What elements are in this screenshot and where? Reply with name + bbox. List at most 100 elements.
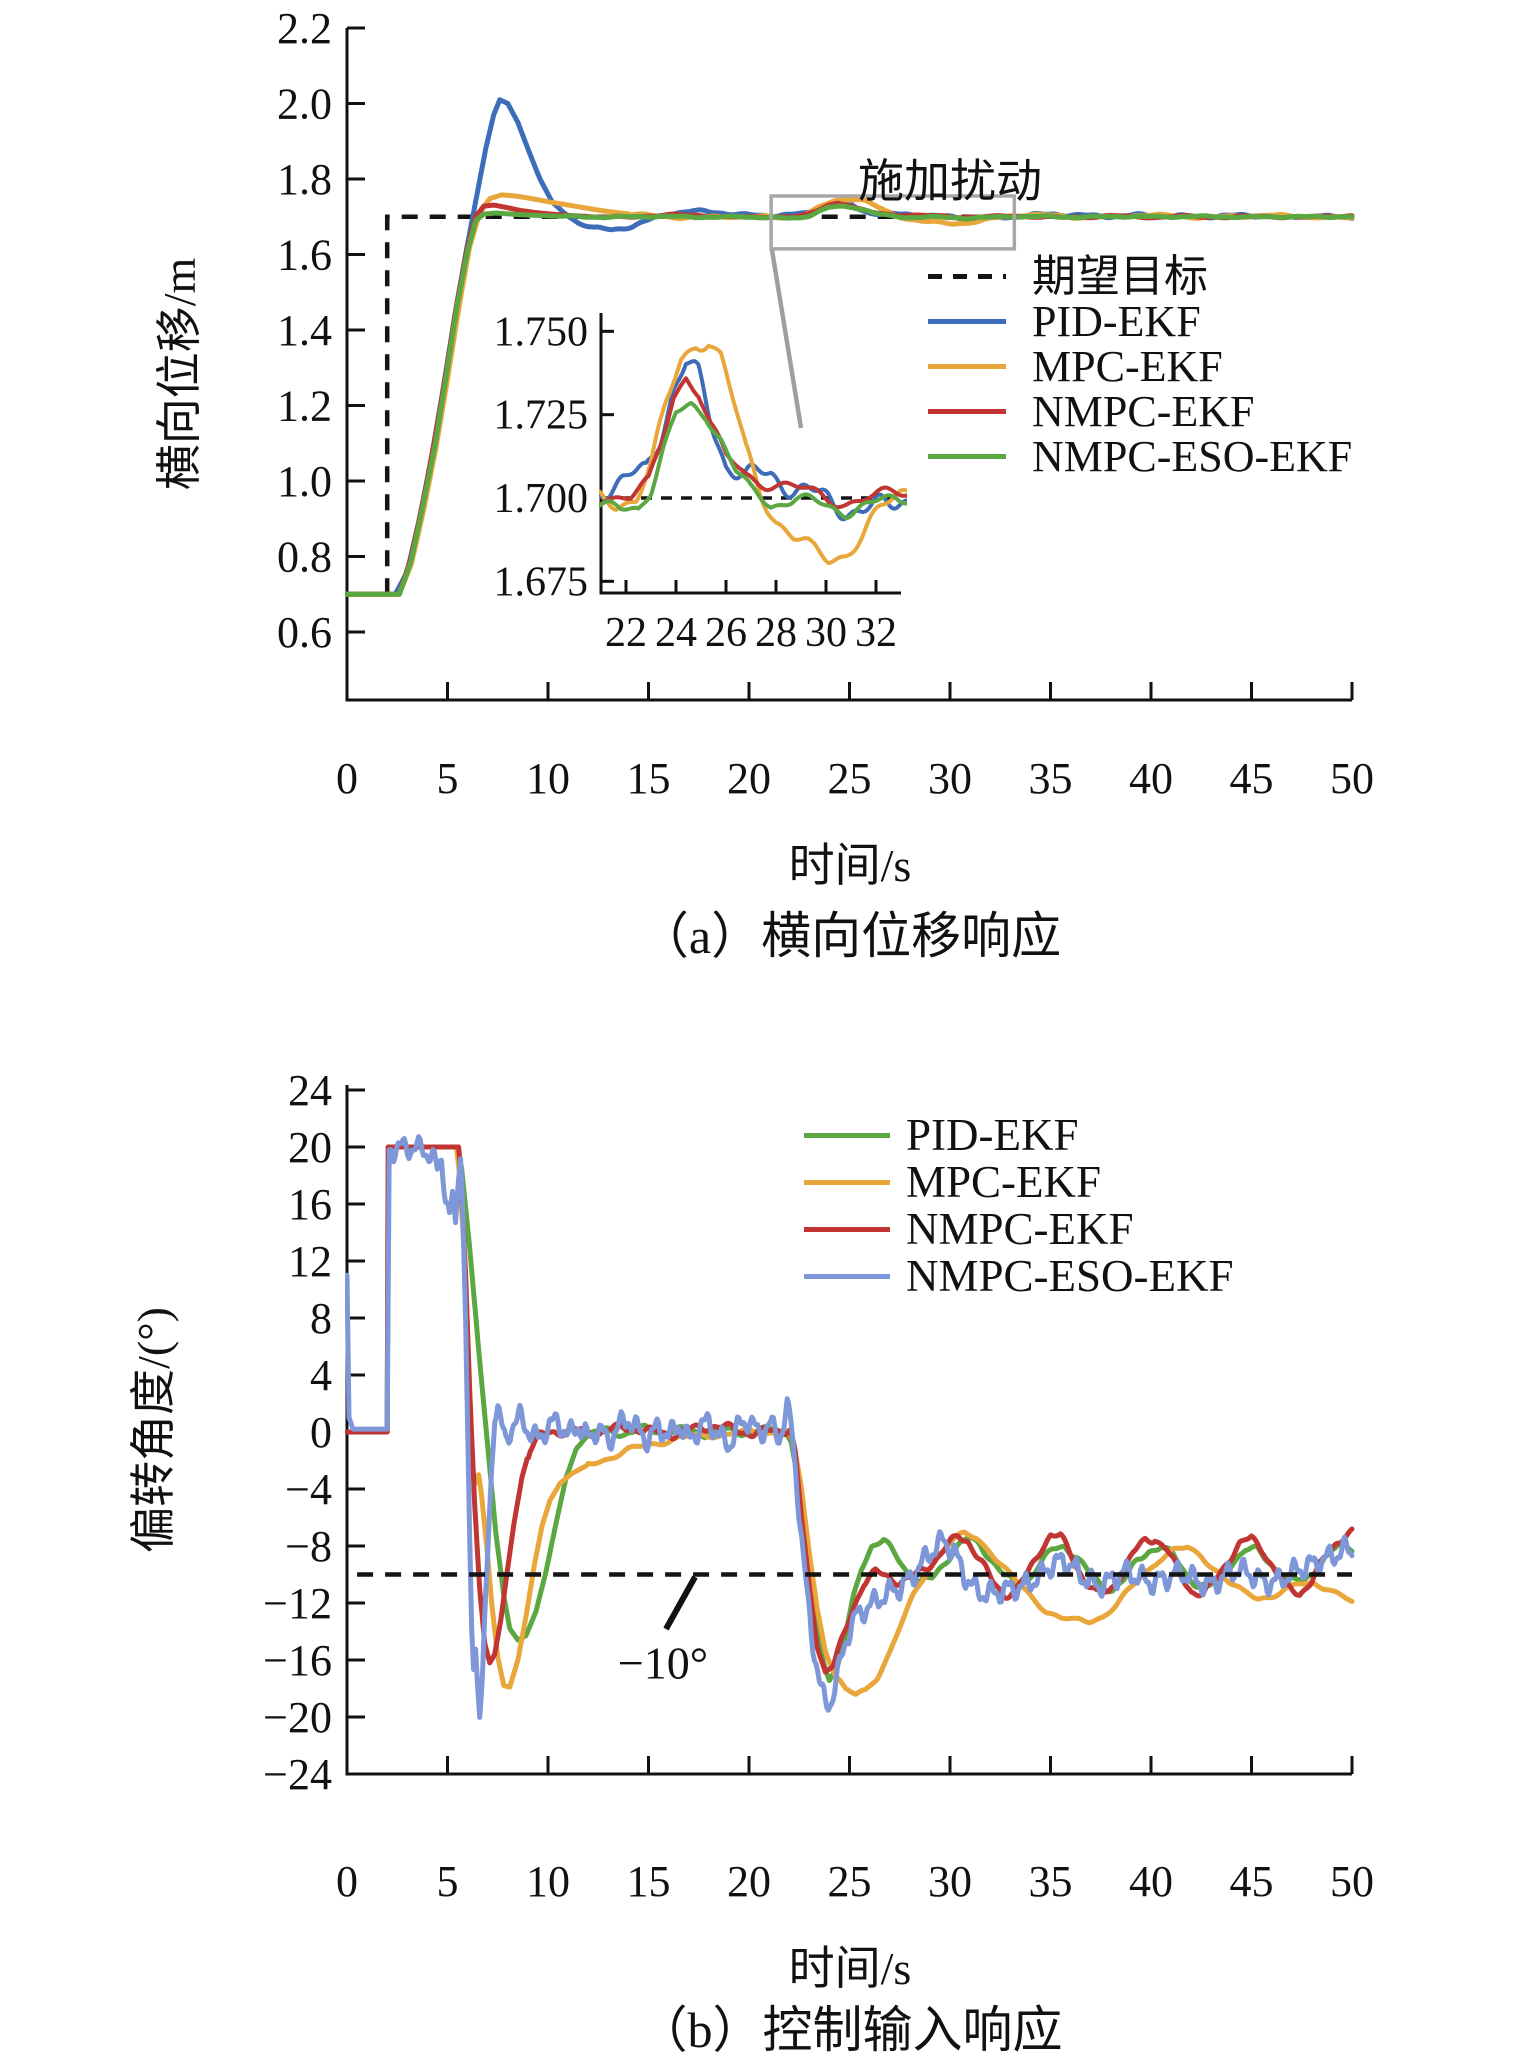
chart-a-y-tick-label: 1.2: [277, 382, 332, 431]
chart-a-x-tick-label: 20: [727, 754, 771, 803]
chart-a-x-tick-label: 50: [1330, 754, 1374, 803]
minus-ten-annotation: −10°: [617, 1637, 709, 1689]
chart-b-y-tick-label: −16: [263, 1636, 332, 1685]
chart-b-x-tick-label: 30: [928, 1857, 972, 1906]
chart-b-x-tick-label: 50: [1330, 1857, 1374, 1906]
chart-b-y-tick-label: −20: [263, 1693, 332, 1742]
chart-a-inset-y-tick-label: 1.725: [494, 393, 589, 439]
chart-a-inset-series-NMPC-EKF: [599, 376, 907, 510]
chart-a-inset-x-tick-label: 32: [855, 610, 897, 656]
chart-a-y-tick-label: 1.4: [277, 306, 332, 355]
chart-a-y-tick-label: 1.0: [277, 457, 332, 506]
legend-item-NMPC-ESO-EKF: NMPC-ESO-EKF: [928, 434, 1352, 479]
legend-line-swatch: [928, 409, 1006, 414]
chart-b-legend: PID-EKF MPC-EKF NMPC-EKF NMPC-ESO-EKF: [804, 1112, 1234, 1300]
chart-b-y-tick-label: 8: [310, 1294, 332, 1343]
legend-label: NMPC-ESO-EKF: [1032, 431, 1353, 481]
chart-b-x-tick-label: 5: [437, 1857, 459, 1906]
chart-b-y-tick-label: 0: [310, 1408, 332, 1457]
legend-line-swatch: [804, 1227, 890, 1232]
legend-label: MPC-EKF: [1032, 341, 1223, 391]
chart-a-x-tick-label: 25: [828, 754, 872, 803]
chart-b-x-tick-label: 15: [627, 1857, 671, 1906]
chart-a-inset-series-NMPC-ESO-EKF: [599, 401, 907, 521]
chart-a-inset-x-tick-label: 26: [705, 610, 747, 656]
legend-line-swatch: [928, 364, 1006, 369]
legend-item-NMPC-EKF: NMPC-EKF: [928, 389, 1352, 434]
chart-b-caption: （b）控制输入响应: [637, 2002, 1063, 2058]
chart-a-inset-y-tick-label: 1.675: [494, 559, 589, 605]
chart-b-y-tick-label: 4: [310, 1351, 332, 1400]
chart-a-x-tick-label: 10: [526, 754, 570, 803]
legend-label: MPC-EKF: [906, 1157, 1102, 1207]
chart-a-y-tick-label: 2.2: [277, 4, 332, 53]
chart-b-x-tick-label: 10: [526, 1857, 570, 1906]
chart-b-y-tick-label: −8: [285, 1522, 332, 1571]
chart-a-caption: （a）横向位移响应: [638, 908, 1062, 964]
chart-a-xlabel: 时间/s: [788, 840, 912, 891]
chart-b-x-tick-label: 25: [828, 1857, 872, 1906]
legend-line-swatch: [928, 454, 1006, 459]
chart-a-x-tick-label: 0: [336, 754, 358, 803]
chart-b-ylabel: 偏转角度/(°): [128, 1307, 179, 1553]
chart-a-x-tick-label: 35: [1029, 754, 1073, 803]
chart-a-ylabel: 横向位移/m: [154, 257, 205, 491]
chart-a-x-tick-label: 15: [627, 754, 671, 803]
chart-a-inset-x-tick-label: 22: [605, 610, 647, 656]
legend-line-swatch: [804, 1180, 890, 1185]
chart-a-series-NMPC-ESO-EKF: [345, 203, 1355, 597]
chart-b-y-tick-label: 12: [288, 1237, 332, 1286]
chart-b-y-tick-label: 24: [288, 1066, 332, 1115]
legend-line-swatch: [928, 319, 1006, 324]
legend-item-: 期望目标: [928, 254, 1352, 299]
chart-a-inset-y-tick-label: 1.750: [494, 309, 589, 355]
chart-a-inset-y-tick-label: 1.700: [494, 476, 589, 522]
chart-a-inset-axes: [599, 313, 901, 595]
legend-label: PID-EKF: [1032, 296, 1201, 346]
chart-a-x-tick-label: 40: [1129, 754, 1173, 803]
chart-b-y-tick-label: 20: [288, 1123, 332, 1172]
chart-b-series-NMPC-ESO-EKF: [345, 1134, 1355, 1720]
legend-dashed-line-swatch: [928, 274, 1006, 279]
chart-a-inset-series-MPC-EKF: [599, 343, 907, 566]
legend-line-swatch: [804, 1274, 890, 1279]
chart-a-x-tick-label: 5: [437, 754, 459, 803]
chart-b-x-tick-label: 45: [1230, 1857, 1274, 1906]
disturbance-callout-line: [769, 249, 804, 429]
chart-a-y-tick-label: 1.6: [277, 231, 332, 280]
chart-b-series-MPC-EKF: [345, 1144, 1355, 1697]
chart-b-x-tick-label: 0: [336, 1857, 358, 1906]
chart-b-y-tick-label: −12: [263, 1579, 332, 1628]
legend-label: NMPC-EKF: [1032, 386, 1255, 436]
chart-a-disturbance-box: [769, 194, 1017, 251]
chart-a-inset-x-tick-label: 30: [805, 610, 847, 656]
chart-b-y-tick-label: −24: [263, 1750, 332, 1799]
chart-b-y-tick-label: 16: [288, 1180, 332, 1229]
chart-b-x-tick-label: 35: [1029, 1857, 1073, 1906]
chart-a-inset-series-PID-EKF: [599, 359, 907, 522]
legend-label: NMPC-ESO-EKF: [906, 1251, 1234, 1301]
chart-b-xlabel: 时间/s: [788, 1943, 912, 1994]
legend-item-NMPC-EKF: NMPC-EKF: [804, 1206, 1234, 1253]
chart-a-inset-x-tick-label: 28: [755, 610, 797, 656]
legend-item-MPC-EKF: MPC-EKF: [928, 344, 1352, 389]
legend-item-PID-EKF: PID-EKF: [928, 299, 1352, 344]
legend-item-PID-EKF: PID-EKF: [804, 1112, 1234, 1159]
chart-b-x-tick-label: 40: [1129, 1857, 1173, 1906]
legend-label: PID-EKF: [906, 1110, 1079, 1160]
chart-a-inset-x-tick-label: 24: [655, 610, 697, 656]
legend-line-swatch: [804, 1133, 890, 1138]
chart-a-y-tick-label: 0.8: [277, 533, 332, 582]
chart-a-legend: 期望目标 PID-EKF MPC-EKF NMPC-EKF NMPC-ESO-EKF: [928, 254, 1352, 479]
chart-a-x-tick-label: 30: [928, 754, 972, 803]
chart-a-x-tick-label: 45: [1230, 754, 1274, 803]
legend-item-MPC-EKF: MPC-EKF: [804, 1159, 1234, 1206]
chart-b-y-tick-label: −4: [285, 1465, 332, 1514]
disturbance-annotation: 施加扰动: [858, 156, 1042, 207]
chart-a-y-tick-label: 1.8: [277, 155, 332, 204]
chart-a-y-tick-label: 2.0: [277, 80, 332, 129]
legend-label: NMPC-EKF: [906, 1204, 1134, 1254]
chart-a-y-tick-label: 0.6: [277, 608, 332, 657]
